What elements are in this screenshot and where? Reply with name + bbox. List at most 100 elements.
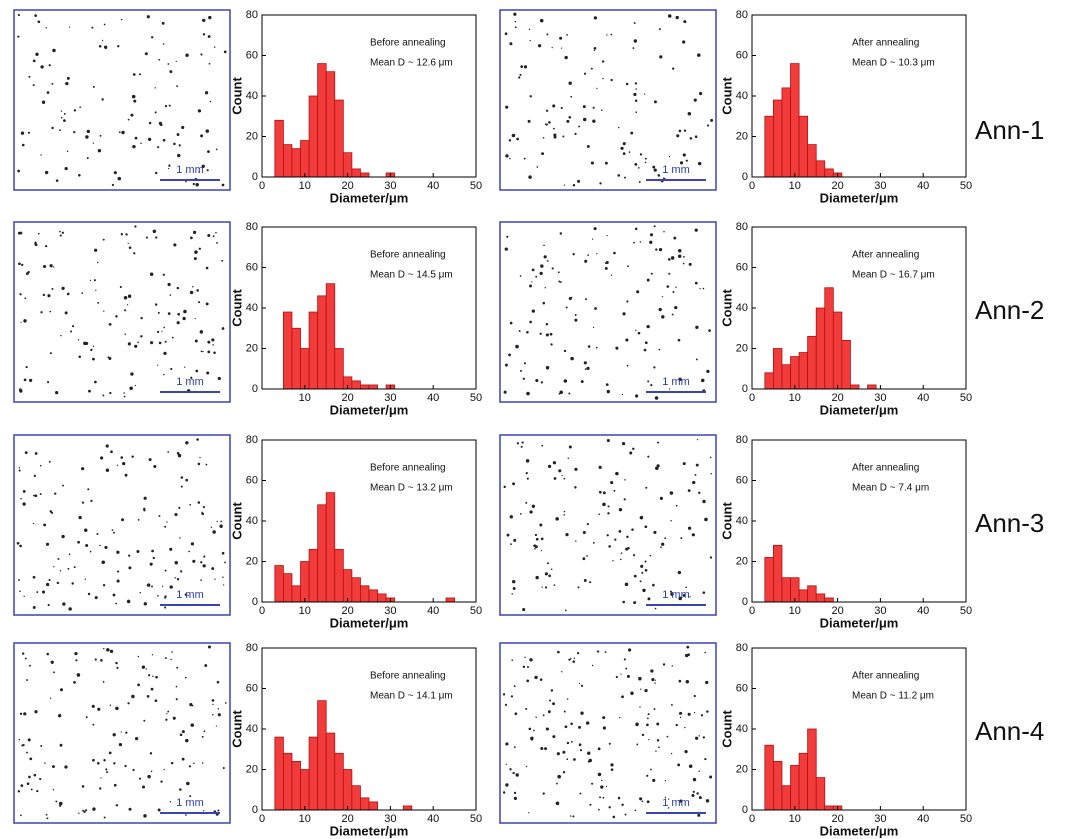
particle bbox=[528, 812, 530, 814]
particle bbox=[163, 768, 165, 771]
particle bbox=[578, 725, 581, 729]
y-tick-label: 80 bbox=[246, 434, 258, 446]
particle bbox=[40, 154, 42, 156]
particle bbox=[531, 268, 535, 272]
bar bbox=[308, 736, 319, 811]
particle bbox=[154, 699, 158, 703]
particle bbox=[556, 752, 560, 756]
particle bbox=[211, 338, 215, 342]
particle bbox=[32, 575, 36, 579]
particle bbox=[678, 596, 682, 601]
particle bbox=[624, 176, 626, 179]
particle bbox=[600, 785, 604, 789]
bar bbox=[781, 577, 791, 603]
particle bbox=[192, 230, 197, 234]
particle bbox=[128, 566, 132, 570]
particle bbox=[624, 813, 627, 816]
particle bbox=[132, 144, 136, 149]
particle bbox=[513, 685, 516, 688]
particle bbox=[587, 760, 591, 763]
particle bbox=[558, 280, 561, 283]
x-tick-label: 40 bbox=[427, 392, 439, 404]
particle bbox=[538, 44, 542, 48]
particle bbox=[111, 529, 114, 531]
particle bbox=[111, 183, 115, 187]
particle bbox=[185, 738, 189, 743]
particle bbox=[587, 345, 591, 348]
particle bbox=[123, 392, 125, 394]
particle bbox=[92, 807, 96, 811]
particle bbox=[614, 538, 617, 541]
particle bbox=[692, 480, 696, 485]
particle bbox=[655, 248, 658, 251]
particle bbox=[693, 98, 697, 102]
particle bbox=[639, 706, 641, 708]
particle bbox=[697, 53, 701, 57]
particle bbox=[21, 143, 25, 147]
particle bbox=[677, 254, 682, 259]
particle bbox=[695, 325, 699, 329]
particle bbox=[674, 306, 678, 310]
particle bbox=[629, 451, 633, 455]
particle bbox=[534, 547, 536, 550]
particle bbox=[670, 703, 673, 706]
particle bbox=[25, 365, 28, 369]
particle bbox=[113, 783, 117, 787]
particle bbox=[625, 667, 628, 670]
particle bbox=[132, 73, 136, 76]
particle bbox=[76, 673, 81, 677]
particle bbox=[682, 262, 685, 265]
particle bbox=[663, 177, 665, 179]
particle bbox=[130, 372, 134, 376]
particle bbox=[644, 688, 648, 693]
particle bbox=[684, 726, 686, 729]
particle bbox=[512, 482, 515, 486]
particle bbox=[553, 133, 557, 137]
particle bbox=[34, 710, 38, 714]
particle bbox=[163, 351, 167, 355]
particle bbox=[596, 252, 598, 255]
particle bbox=[20, 321, 22, 323]
y-tick-label: 60 bbox=[736, 474, 748, 486]
y-tick-label: 80 bbox=[736, 221, 748, 233]
particle bbox=[169, 70, 173, 74]
particle bbox=[633, 39, 638, 43]
bar bbox=[781, 87, 791, 178]
particle bbox=[100, 456, 104, 460]
y-tick-label: 80 bbox=[246, 642, 258, 654]
particle bbox=[547, 710, 551, 714]
x-tick-label: 40 bbox=[427, 813, 439, 825]
particle bbox=[653, 225, 656, 228]
particle bbox=[512, 587, 516, 590]
particle bbox=[652, 165, 656, 169]
particle bbox=[120, 456, 124, 459]
particle bbox=[85, 716, 88, 719]
particle bbox=[531, 309, 535, 313]
particle bbox=[167, 451, 170, 453]
particle bbox=[608, 806, 611, 809]
particle bbox=[59, 688, 64, 692]
particle bbox=[599, 182, 602, 185]
particle bbox=[659, 55, 663, 59]
particle bbox=[126, 599, 131, 604]
particle bbox=[535, 716, 537, 719]
particle bbox=[199, 330, 204, 334]
particle bbox=[223, 50, 227, 54]
particle bbox=[687, 526, 692, 530]
particle bbox=[124, 473, 128, 477]
particle bbox=[579, 792, 582, 795]
particle bbox=[667, 258, 671, 261]
particle bbox=[574, 318, 578, 322]
particle bbox=[553, 135, 557, 139]
particle bbox=[649, 554, 652, 557]
micrograph-frame bbox=[13, 221, 231, 403]
y-tick-label: 80 bbox=[736, 642, 748, 654]
particle bbox=[63, 119, 66, 122]
particle bbox=[61, 286, 65, 291]
particle bbox=[224, 561, 226, 564]
particle bbox=[622, 312, 626, 316]
particle bbox=[62, 484, 64, 487]
particle bbox=[620, 552, 623, 554]
particle bbox=[626, 300, 629, 303]
particle bbox=[585, 298, 588, 301]
